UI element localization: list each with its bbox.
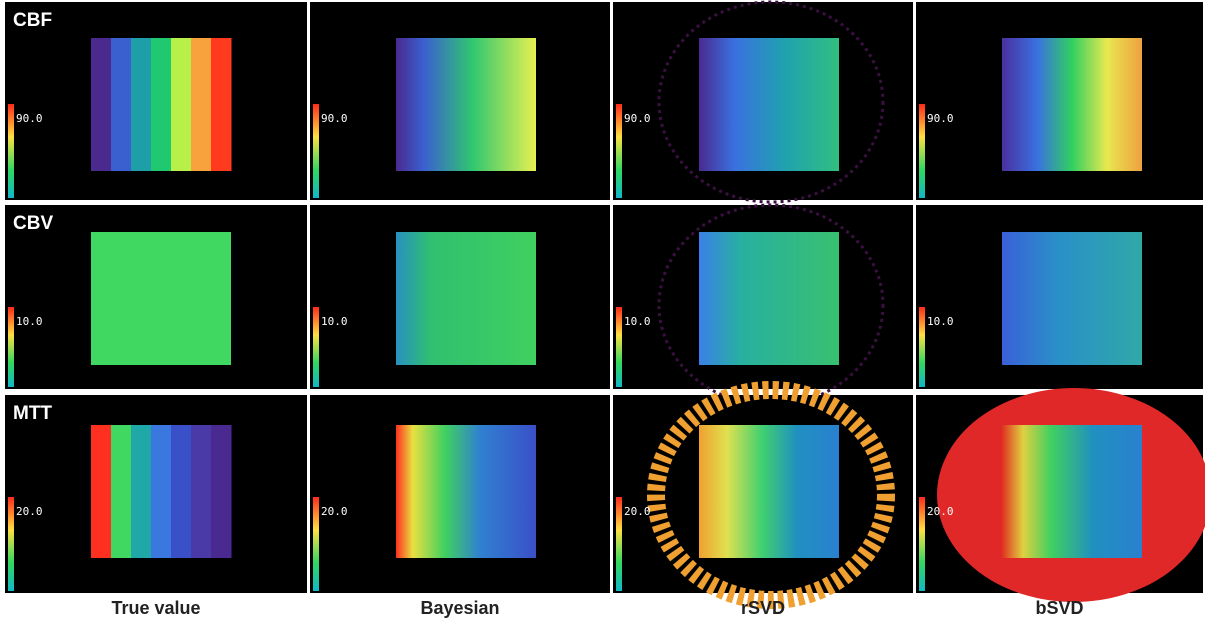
stripe <box>191 425 212 558</box>
colorbar <box>8 104 14 198</box>
column-label: bSVD <box>1035 598 1083 618</box>
stripe <box>191 38 212 171</box>
stripe <box>111 425 132 558</box>
square <box>699 232 839 365</box>
colorbar <box>616 497 622 591</box>
artifact-ring <box>657 203 885 407</box>
colorbar <box>8 307 14 387</box>
colorbar <box>8 497 14 591</box>
colorbar <box>919 307 925 387</box>
colorbar-label: 10.0 <box>624 315 651 328</box>
colorbar <box>919 104 925 198</box>
colorbar-label: 20.0 <box>624 505 651 518</box>
colorbar <box>313 307 319 387</box>
artifact-ring <box>647 381 895 609</box>
panel: CBV 10.0 <box>5 205 307 389</box>
stripe <box>91 38 112 171</box>
panel: MTT 20.0 <box>5 395 307 593</box>
square <box>396 425 536 558</box>
panel: 20.0 <box>613 381 913 609</box>
colorbar-label: 10.0 <box>16 315 43 328</box>
panel: 20.0 <box>916 388 1205 602</box>
row-label: MTT <box>13 403 52 424</box>
column-label: rSVD <box>741 598 785 618</box>
square <box>1002 232 1142 365</box>
colorbar-label: 20.0 <box>321 505 348 518</box>
stripe <box>171 425 192 558</box>
square <box>699 38 839 171</box>
square <box>396 232 536 365</box>
panel: 10.0 <box>310 205 610 389</box>
column-label: Bayesian <box>420 598 499 618</box>
colorbar-label: 20.0 <box>927 505 954 518</box>
colorbar <box>313 104 319 198</box>
panel: 20.0 <box>310 395 610 593</box>
square <box>1002 425 1142 558</box>
colorbar-label: 90.0 <box>16 112 43 125</box>
panel: 10.0 <box>916 205 1203 389</box>
colorbar <box>919 497 925 591</box>
colorbar <box>313 497 319 591</box>
stripe <box>171 38 192 171</box>
row-label: CBF <box>13 10 52 31</box>
colorbar-label: 90.0 <box>927 112 954 125</box>
panel: 90.0 <box>310 2 610 200</box>
stripe <box>131 425 152 558</box>
panel: CBF 90.0 <box>5 2 307 200</box>
colorbar-label: 90.0 <box>321 112 348 125</box>
square <box>699 425 839 558</box>
stripe <box>111 38 132 171</box>
panel: 10.0 <box>613 203 913 407</box>
colorbar <box>616 307 622 387</box>
column-label: True value <box>111 598 200 618</box>
artifact-ring <box>657 0 885 204</box>
stripe <box>211 38 232 171</box>
stripe <box>211 425 232 558</box>
colorbar-label: 10.0 <box>321 315 348 328</box>
square <box>396 38 536 171</box>
colorbar-label: 90.0 <box>624 112 651 125</box>
panel: 90.0 <box>916 2 1203 200</box>
row-label: CBV <box>13 213 53 234</box>
square <box>91 232 231 365</box>
stripe <box>131 38 152 171</box>
stripe <box>151 425 172 558</box>
colorbar-label: 10.0 <box>927 315 954 328</box>
square <box>1002 38 1142 171</box>
colorbar <box>616 104 622 198</box>
stripe <box>91 425 112 558</box>
colorbar-label: 20.0 <box>16 505 43 518</box>
stripe <box>151 38 172 171</box>
panel: 90.0 <box>613 0 913 204</box>
